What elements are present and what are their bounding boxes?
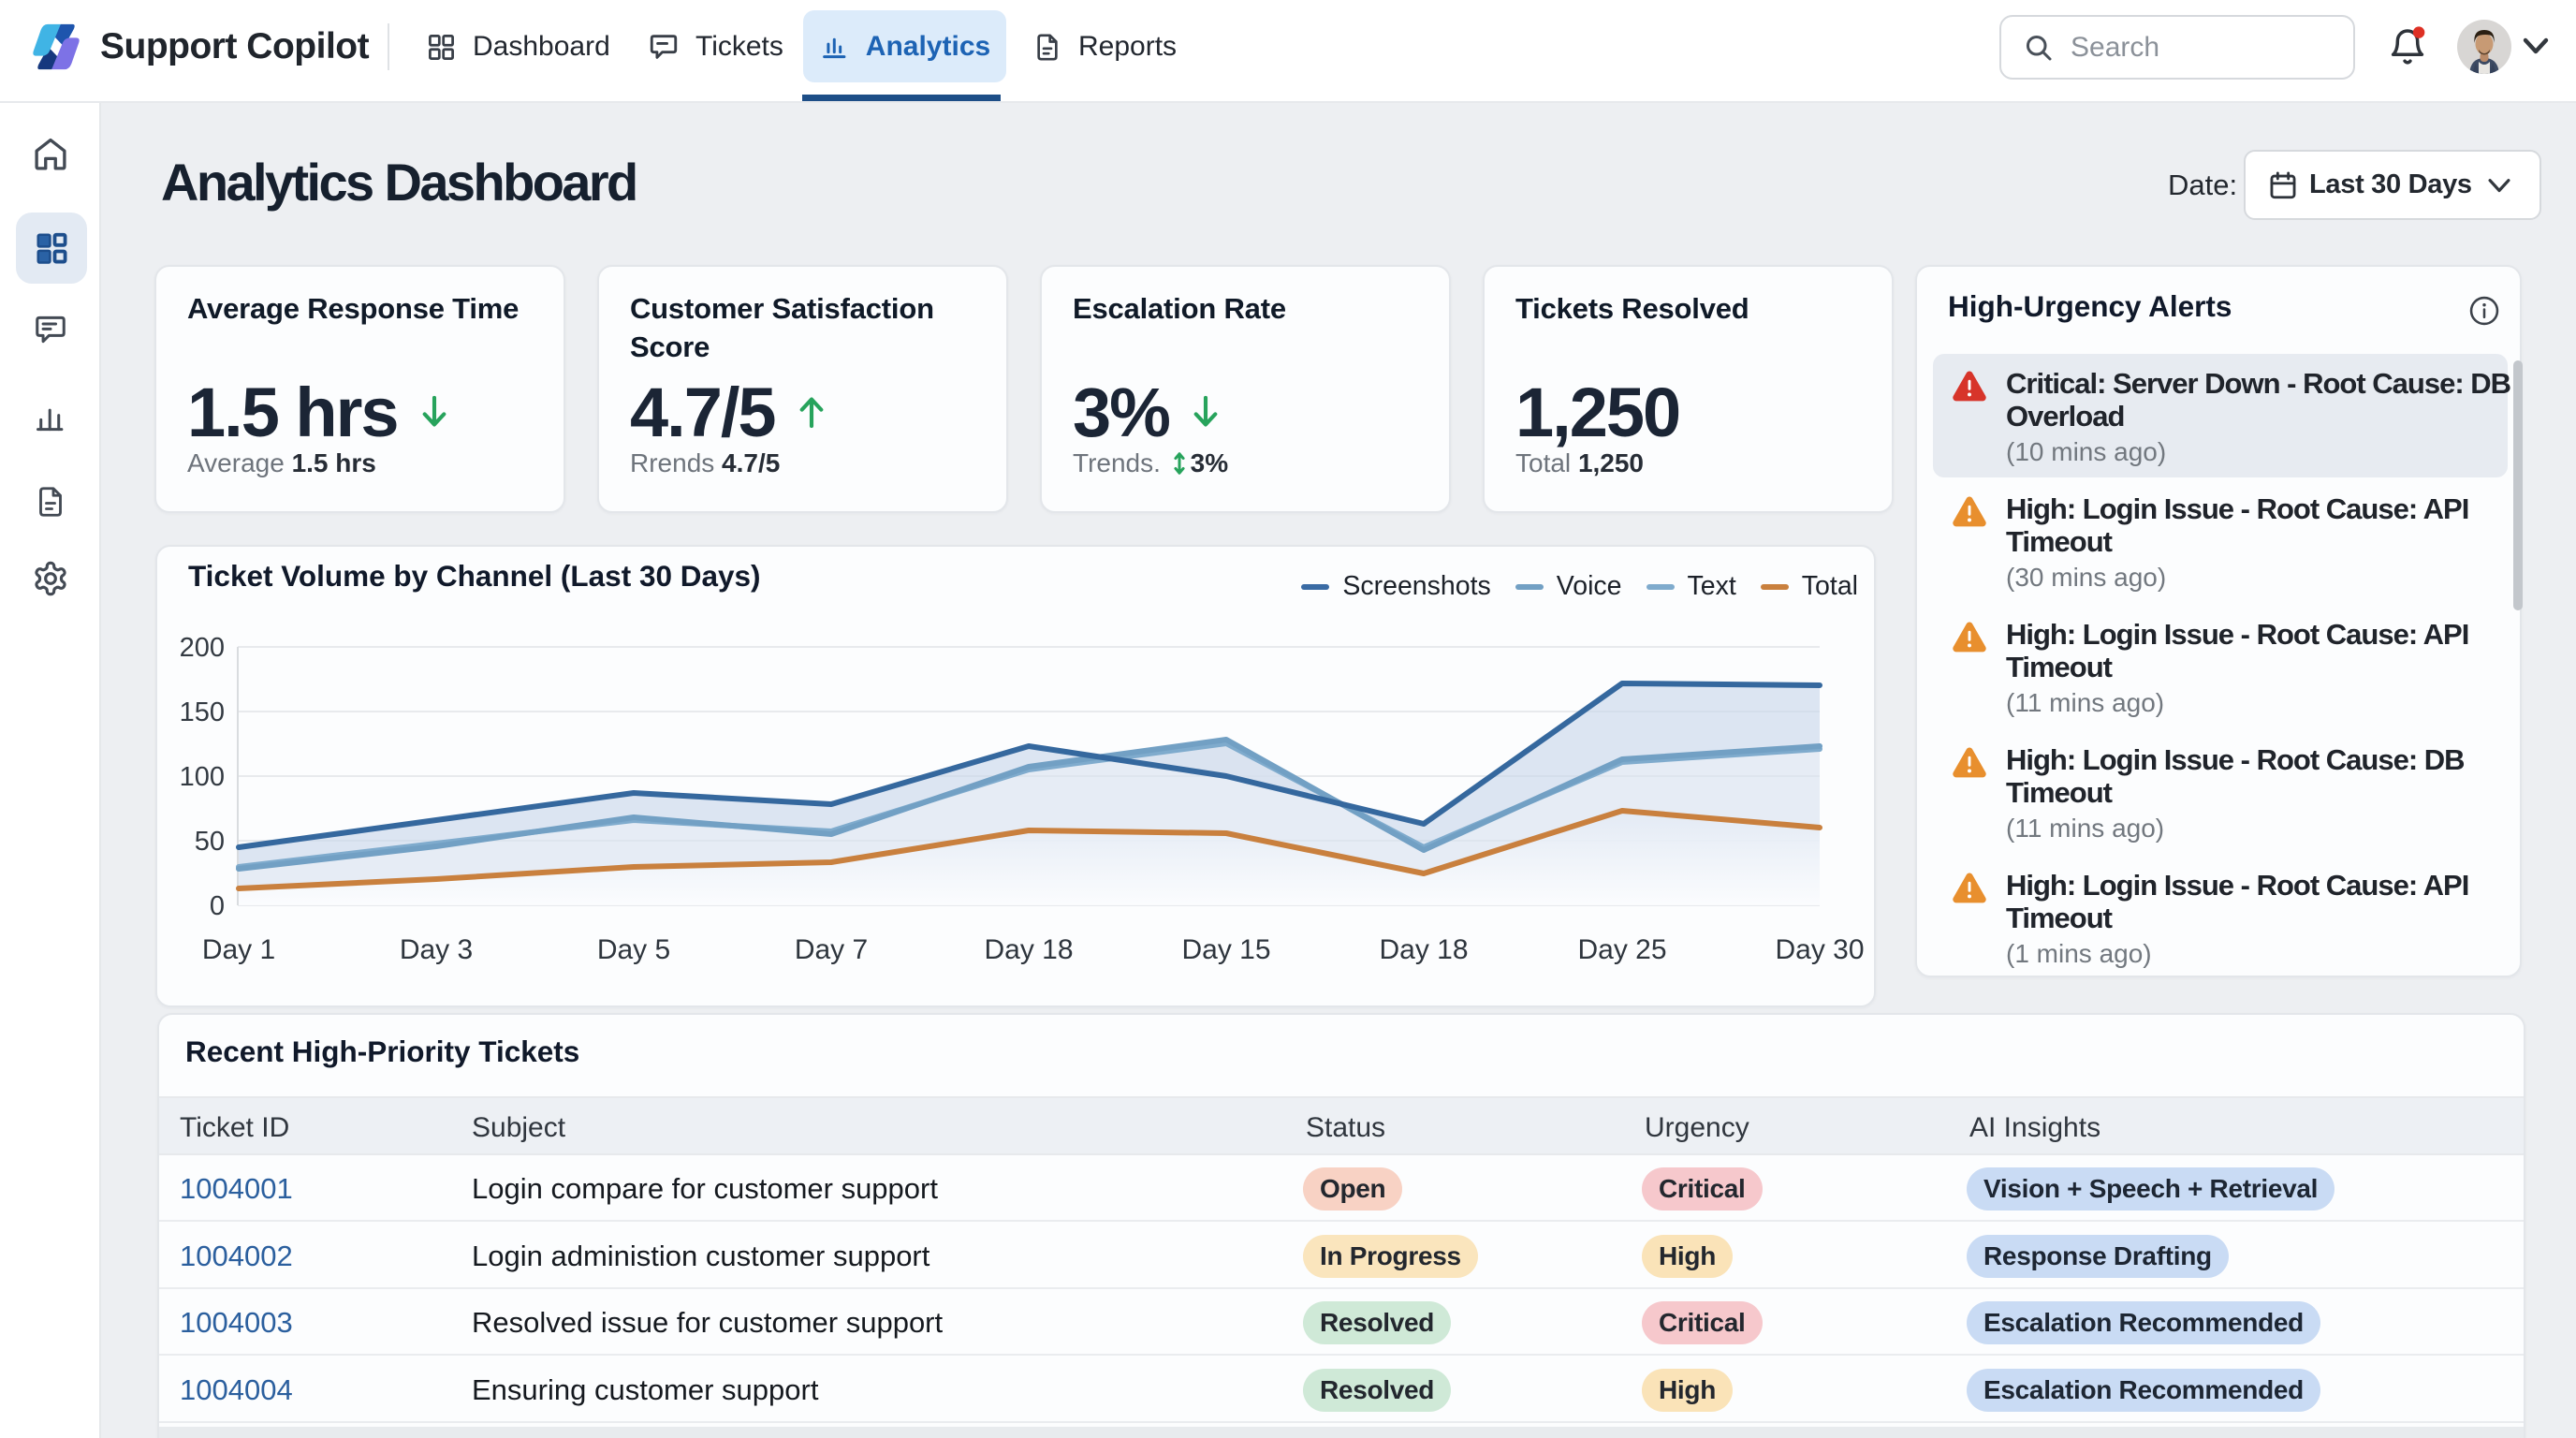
svg-text:50: 50 xyxy=(195,827,225,857)
svg-text:Day 30: Day 30 xyxy=(1775,934,1864,965)
svg-text:Day 15: Day 15 xyxy=(1181,934,1270,965)
svg-text:Day 1: Day 1 xyxy=(202,934,275,965)
svg-text:Day 18: Day 18 xyxy=(1379,934,1468,965)
svg-text:Day 3: Day 3 xyxy=(400,934,473,965)
svg-text:Day 18: Day 18 xyxy=(984,934,1073,965)
svg-text:150: 150 xyxy=(180,697,225,727)
svg-text:200: 200 xyxy=(180,633,225,663)
svg-text:Day 25: Day 25 xyxy=(1577,934,1666,965)
svg-text:Day 5: Day 5 xyxy=(597,934,670,965)
svg-text:100: 100 xyxy=(180,762,225,792)
svg-text:0: 0 xyxy=(210,891,225,921)
svg-text:Day 7: Day 7 xyxy=(795,934,868,965)
